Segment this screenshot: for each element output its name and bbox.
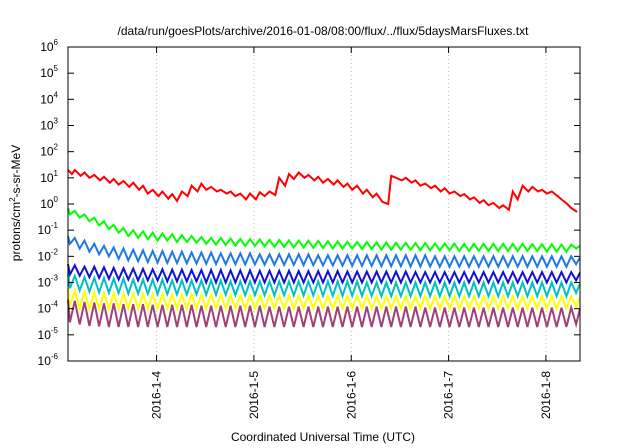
y-tick-base: 10 (38, 223, 52, 237)
y-tick-base: 10 (40, 119, 54, 133)
y-axis-label-units: -s-sr-MeV (9, 145, 23, 198)
series-line-3 (67, 235, 581, 270)
y-tick-base: 10 (38, 354, 52, 368)
y-tick-base: 10 (38, 276, 52, 290)
y-tick-base: 10 (38, 249, 52, 263)
y-tick-label: 103 (40, 117, 58, 133)
series-line-4 (67, 263, 581, 286)
y-axis-label-main: protons/cm (9, 202, 23, 261)
y-tick-base: 10 (40, 171, 54, 185)
series-line-6 (67, 286, 581, 313)
y-tick-exponent: -1 (51, 221, 59, 230)
y-axis-label: protons/cm2-s-sr-MeV (8, 145, 23, 261)
y-tick-label: 106 (40, 38, 58, 54)
y-tick-label: 104 (40, 90, 58, 106)
y-tick-exponent: -5 (51, 326, 59, 335)
y-tick-exponent: 4 (54, 90, 59, 99)
series-line-5 (67, 272, 581, 300)
y-tick-base: 10 (40, 40, 54, 54)
y-tick-label: 105 (40, 64, 58, 80)
y-tick-exponent: -4 (51, 300, 59, 309)
y-tick-exponent: 2 (54, 143, 59, 152)
x-tick-label: 2016-1-4 (150, 371, 164, 419)
y-axis-label-exponent: 2 (8, 197, 17, 202)
series-line-7 (67, 299, 581, 329)
y-tick-exponent: -6 (51, 352, 59, 361)
series-line-2 (67, 207, 581, 254)
x-tick-label: 2016-1-8 (539, 371, 553, 419)
y-tick-exponent: 1 (54, 169, 59, 178)
x-tick-label: 2016-1-7 (442, 371, 456, 419)
y-tick-label: 10-4 (38, 300, 59, 316)
y-tick-base: 10 (40, 145, 54, 159)
y-tick-exponent: 6 (54, 38, 59, 47)
y-tick-label: 100 (40, 195, 58, 211)
y-tick-label: 10-6 (38, 352, 59, 368)
y-tick-exponent: 5 (54, 64, 59, 73)
x-axis-ticks: 2016-1-4 2016-1-5 2016-1-6 2016-1-7 2016-1-8 (150, 47, 553, 419)
y-tick-label: 10-2 (38, 247, 59, 263)
x-tick-label: 2016-1-5 (247, 371, 261, 419)
x-tick-label: 2016-1-6 (344, 371, 358, 419)
series-line-1 (67, 168, 578, 213)
y-tick-exponent: -3 (51, 274, 59, 283)
y-tick-exponent: 3 (54, 117, 59, 126)
y-tick-base: 10 (38, 328, 52, 342)
y-tick-base: 10 (40, 92, 54, 106)
y-tick-exponent: -2 (51, 247, 59, 256)
chart-title: /data/run/goesPlots/archive/2016-01-08/0… (118, 24, 530, 38)
y-tick-base: 10 (38, 302, 52, 316)
y-tick-label: 10-5 (38, 326, 59, 342)
y-axis-ticks: 10-610-510-410-310-210-11001011021031041… (38, 38, 580, 368)
y-tick-label: 101 (40, 169, 58, 185)
y-tick-exponent: 0 (54, 195, 59, 204)
grid-lines (156, 47, 547, 361)
y-tick-label: 10-3 (38, 274, 59, 290)
x-axis-label: Coordinated Universal Time (UTC) (231, 430, 415, 444)
y-tick-label: 102 (40, 143, 58, 159)
series-group (67, 168, 581, 329)
y-tick-label: 10-1 (38, 221, 59, 237)
y-tick-base: 10 (40, 197, 54, 211)
y-tick-base: 10 (40, 66, 54, 80)
